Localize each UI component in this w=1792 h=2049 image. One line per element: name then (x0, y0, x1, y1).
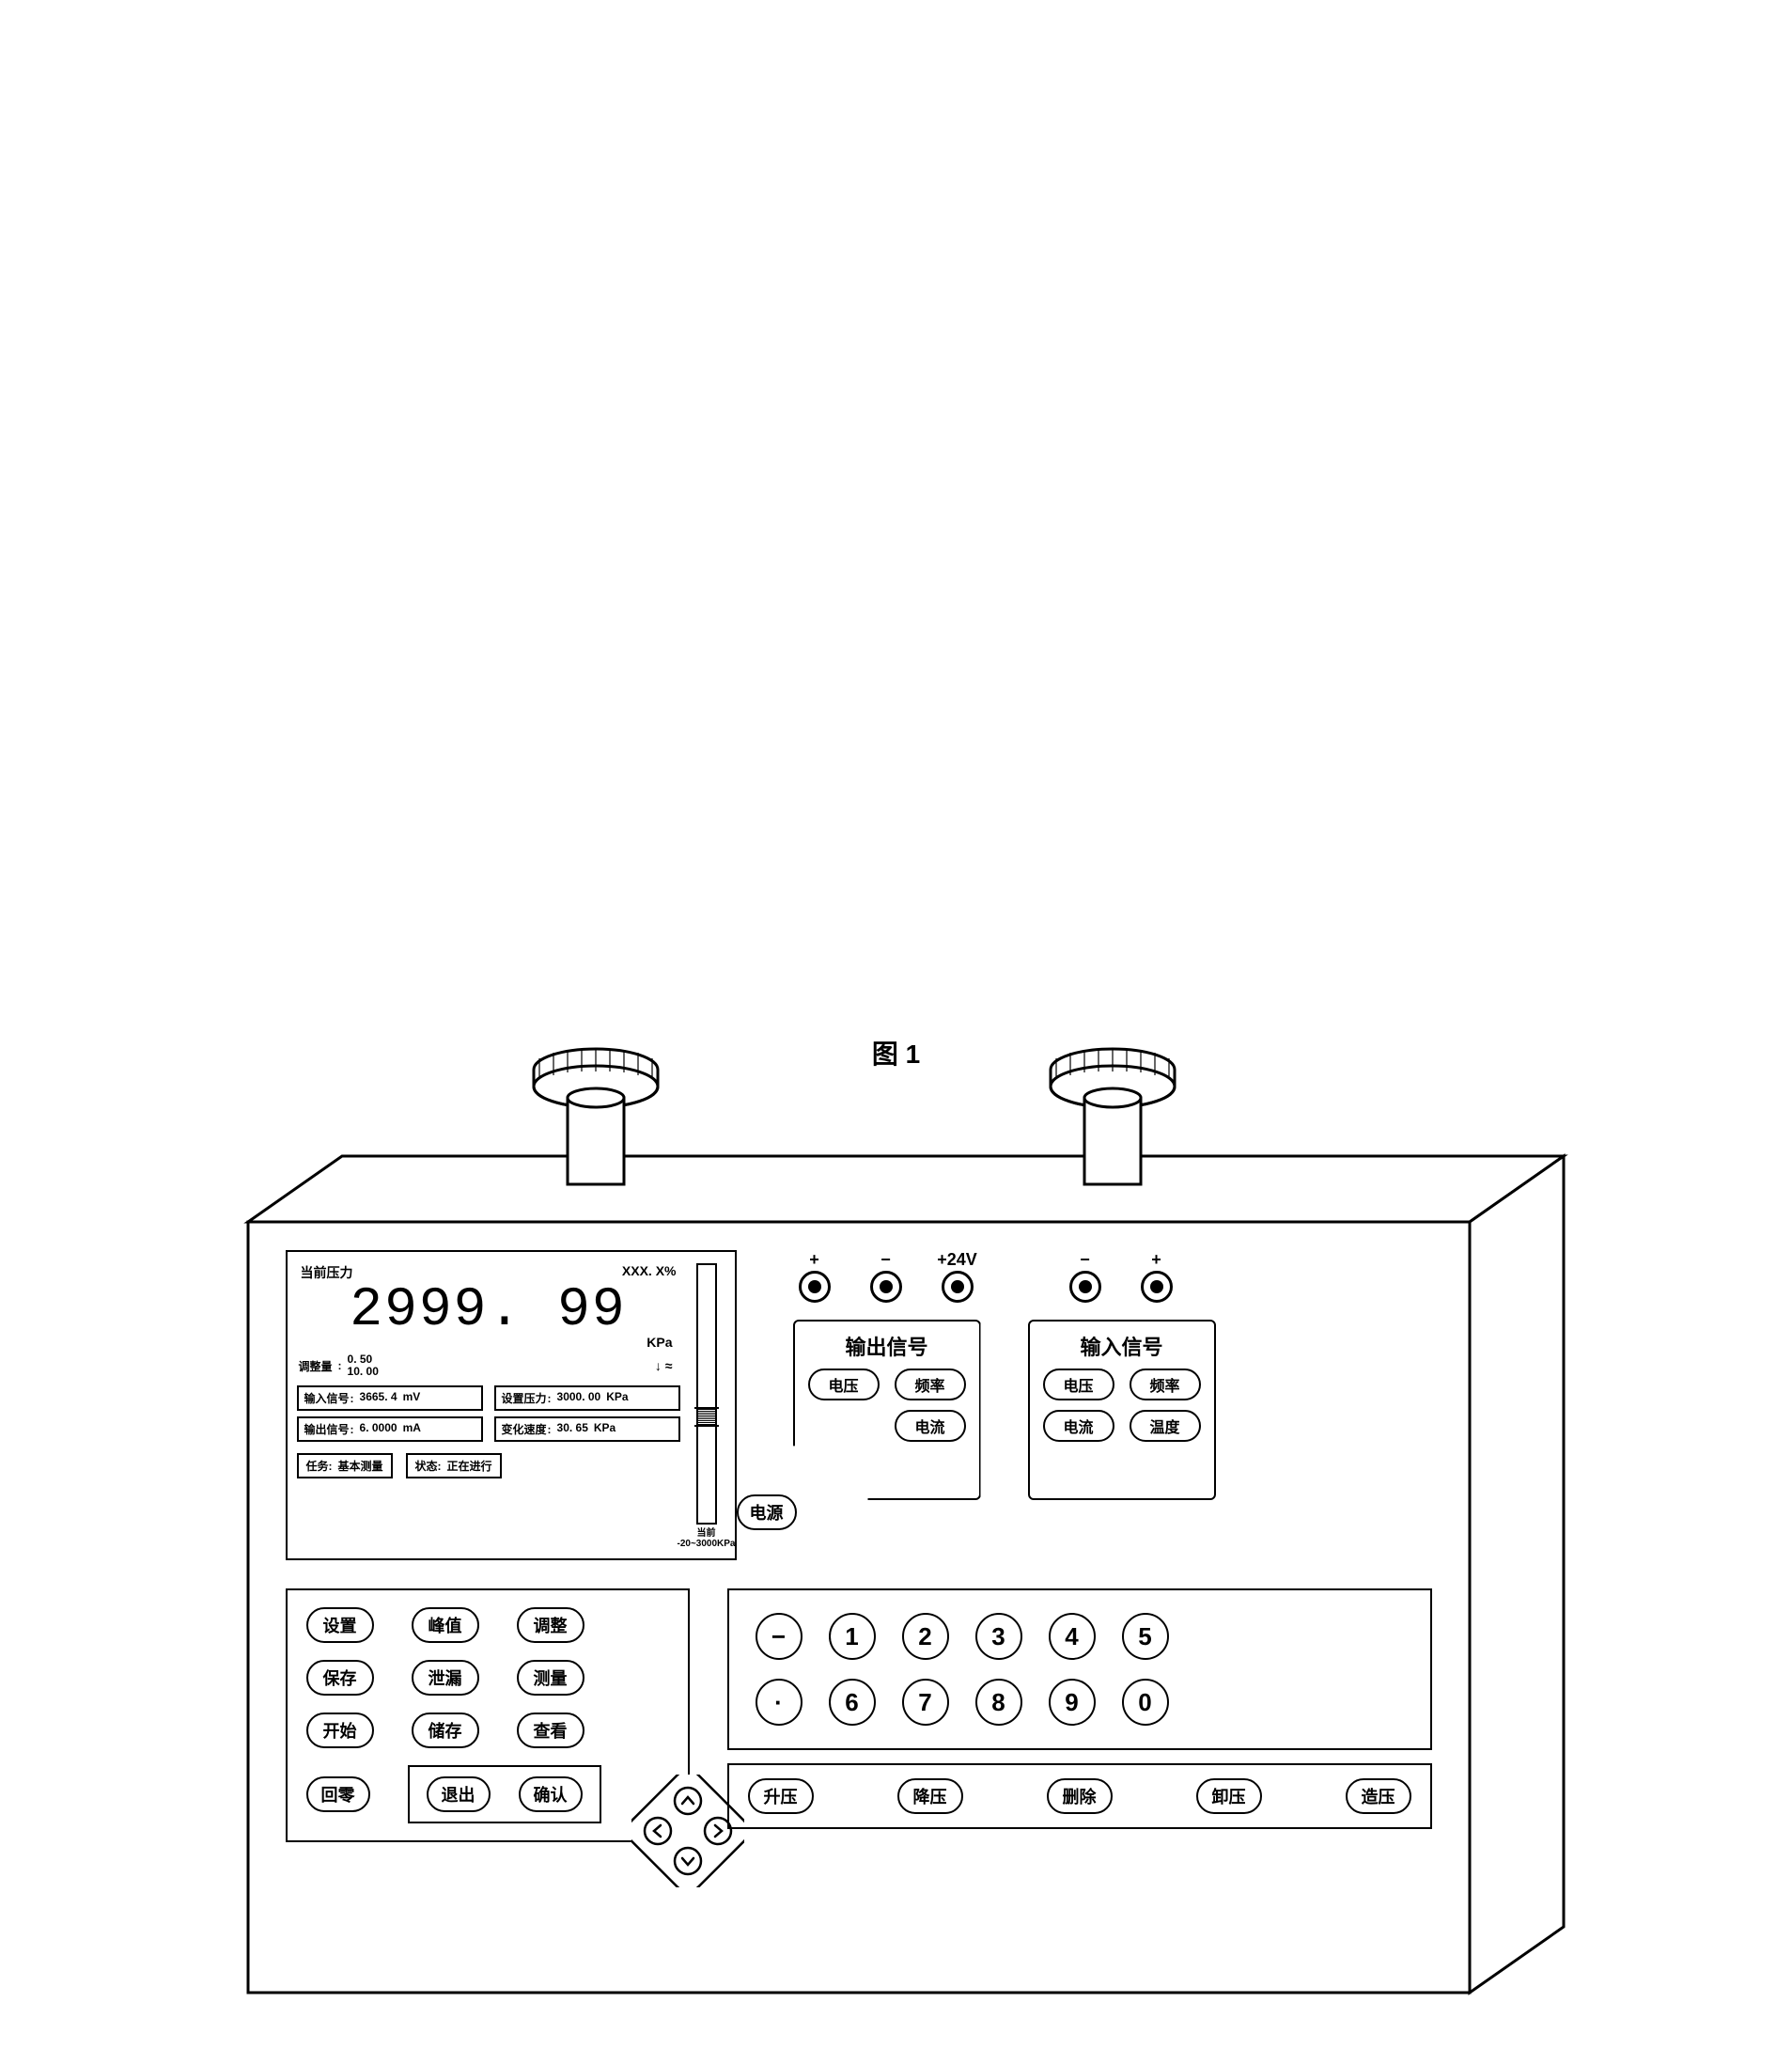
figure-caption: 图 1 (192, 1034, 1601, 1071)
key-3[interactable]: 3 (975, 1613, 1022, 1660)
lcd-field-set-pressure: 设置压力 3000. 00 KPa (494, 1385, 680, 1411)
dpad-down[interactable] (675, 1848, 701, 1874)
key-2[interactable]: 2 (902, 1613, 949, 1660)
key-4[interactable]: 4 (1049, 1613, 1096, 1660)
power-button[interactable]: 电源 (737, 1494, 797, 1530)
in-current-button[interactable]: 电流 (1043, 1410, 1114, 1442)
lcd-symbols: ↓ ≈ (655, 1358, 680, 1373)
key-0[interactable]: 0 (1122, 1679, 1169, 1726)
output-signal-panel: 输出信号 电压 频率 电流 (793, 1320, 981, 1500)
dpad-up[interactable] (675, 1788, 701, 1814)
func-sub-panel: 退出 确认 (408, 1765, 601, 1823)
key-9[interactable]: 9 (1049, 1679, 1096, 1726)
binding-posts: + − +24V − (793, 1250, 1432, 1303)
lcd-title: 当前压力 (301, 1263, 353, 1282)
lcd-percent: XXX. X% (622, 1263, 677, 1282)
input-panel-title: 输入信号 (1043, 1331, 1201, 1361)
numeric-keypad: − 1 2 3 4 5 · 6 7 8 9 0 (727, 1588, 1432, 1750)
input-signal-panel: 输入信号 电压 频率 电流 温度 (1028, 1320, 1216, 1500)
lcd-field-input-signal: 输入信号 3665. 4 mV (297, 1385, 483, 1411)
key-7[interactable]: 7 (902, 1679, 949, 1726)
out-current-button[interactable]: 电流 (895, 1410, 966, 1442)
func-leak-button[interactable]: 泄漏 (412, 1660, 479, 1696)
func-store-button[interactable]: 储存 (412, 1713, 479, 1748)
exit-button[interactable]: 退出 (427, 1776, 491, 1812)
out-voltage-button[interactable]: 电压 (808, 1369, 880, 1400)
pressure-knob-right[interactable] (1028, 1041, 1197, 1192)
func-save-button[interactable]: 保存 (306, 1660, 374, 1696)
terminal-in-minus[interactable]: − (1064, 1250, 1107, 1303)
lcd-main-value: 2999. 99 (297, 1284, 680, 1338)
output-panel-title: 输出信号 (808, 1331, 966, 1361)
in-frequency-button[interactable]: 频率 (1130, 1369, 1201, 1400)
func-zero-button[interactable]: 回零 (306, 1776, 370, 1812)
func-peak-button[interactable]: 峰值 (412, 1607, 479, 1643)
release-pressure-button[interactable]: 卸压 (1196, 1778, 1262, 1814)
func-start-button[interactable]: 开始 (306, 1713, 374, 1748)
lcd-state: 状态 正在进行 (406, 1453, 502, 1478)
key-1[interactable]: 1 (829, 1613, 876, 1660)
pressure-action-bar: 升压 降压 删除 卸压 造压 (727, 1763, 1432, 1829)
func-measure-button[interactable]: 测量 (517, 1660, 584, 1696)
lower-pressure-button[interactable]: 降压 (897, 1778, 963, 1814)
key-5[interactable]: 5 (1122, 1613, 1169, 1660)
func-view-button[interactable]: 查看 (517, 1713, 584, 1748)
raise-pressure-button[interactable]: 升压 (748, 1778, 814, 1814)
lcd-bargraph: 当前 -20~3000KPa (688, 1263, 725, 1549)
confirm-button[interactable]: 确认 (519, 1776, 583, 1812)
dpad-left[interactable] (645, 1818, 671, 1844)
lcd-screen: 当前压力 XXX. X% 2999. 99 KPa 调整量: 0. 50 10.… (286, 1250, 737, 1560)
in-voltage-button[interactable]: 电压 (1043, 1369, 1114, 1400)
terminal-out-plus[interactable]: + (793, 1250, 836, 1303)
func-setup-button[interactable]: 设置 (306, 1607, 374, 1643)
lcd-field-output-signal: 输出信号 6. 0000 mA (297, 1416, 483, 1442)
key-minus[interactable]: − (756, 1613, 803, 1660)
func-adjust-button[interactable]: 调整 (517, 1607, 584, 1643)
terminal-out-minus[interactable]: − (865, 1250, 908, 1303)
out-frequency-button[interactable]: 频率 (895, 1369, 966, 1400)
in-temperature-button[interactable]: 温度 (1130, 1410, 1201, 1442)
terminal-24v[interactable]: +24V (936, 1250, 979, 1303)
lcd-limits-label: 调整量 (299, 1358, 333, 1374)
key-8[interactable]: 8 (975, 1679, 1022, 1726)
lcd-limit-bottom: 10. 00 (348, 1366, 379, 1378)
key-6[interactable]: 6 (829, 1679, 876, 1726)
pressure-knob-left[interactable] (511, 1041, 680, 1192)
lcd-task: 任务 基本测量 (297, 1453, 393, 1478)
delete-button[interactable]: 删除 (1047, 1778, 1113, 1814)
function-keypad: 设置 峰值 调整 保存 泄漏 测量 开始 储存 查看 回零 退出 确认 (286, 1588, 690, 1842)
lcd-field-rate: 变化速度 30. 65 KPa (494, 1416, 680, 1442)
instrument-figure: 当前压力 XXX. X% 2999. 99 KPa 调整量: 0. 50 10.… (192, 1034, 1601, 1071)
terminal-in-plus[interactable]: + (1135, 1250, 1178, 1303)
front-panel: 当前压力 XXX. X% 2999. 99 KPa 调整量: 0. 50 10.… (248, 1222, 1470, 1993)
build-pressure-button[interactable]: 造压 (1346, 1778, 1411, 1814)
key-dot[interactable]: · (756, 1679, 803, 1726)
